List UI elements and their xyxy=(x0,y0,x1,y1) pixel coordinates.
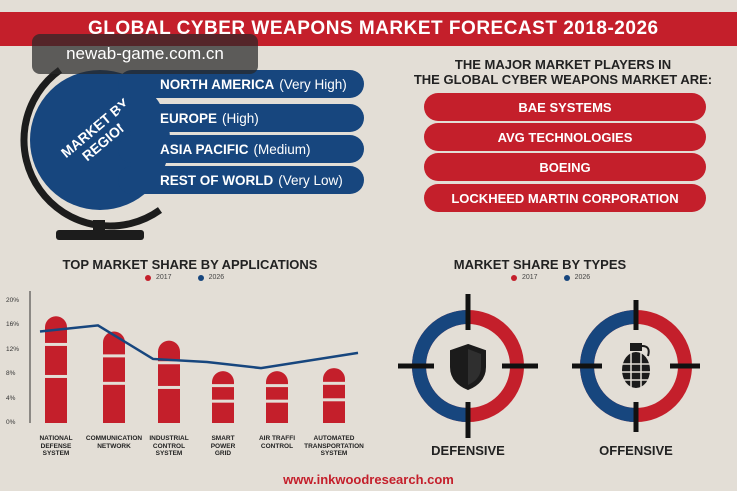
chart-legend: 2017 2026 xyxy=(145,274,224,281)
globe-stand-arc xyxy=(20,67,163,230)
x-category-label: INDUSTRIAL CONTROL SYSTEM xyxy=(149,435,189,457)
types-legend-dot-2026 xyxy=(563,274,570,281)
defensive-ring xyxy=(398,294,538,438)
types-legend-label-2026: 2026 xyxy=(574,274,591,281)
legend-label-2026: 2026 xyxy=(208,274,225,281)
offensive-ring xyxy=(572,300,700,432)
y-tick-label: 4% xyxy=(6,394,16,402)
region-europe: EUROPE (High) xyxy=(118,104,364,132)
region-level: (Very Low) xyxy=(278,172,343,188)
y-tick-label: 8% xyxy=(6,370,16,378)
players-heading: THE MAJOR MARKET PLAYERS IN THE GLOBAL C… xyxy=(404,57,722,87)
y-tick-label: 16% xyxy=(6,321,20,329)
x-category-label: NATIONAL DEFENSE SYSTEM xyxy=(39,435,73,457)
player-lockheed-martin: LOCKHEED MARTIN CORPORATION xyxy=(424,184,706,212)
player-bae-systems: BAE SYSTEMS xyxy=(424,93,706,121)
region-name: ASIA PACIFIC xyxy=(160,141,249,157)
players-heading-line2: THE GLOBAL CYBER WEAPONS MARKET ARE: xyxy=(413,72,713,87)
x-category-label: SMART POWER GRID xyxy=(210,435,236,457)
bar xyxy=(323,368,345,423)
bar xyxy=(212,371,234,423)
types-legend-dot-2017 xyxy=(511,274,517,281)
region-level: (Very High) xyxy=(279,76,347,92)
defensive-label: DEFENSIVE xyxy=(431,443,505,458)
chart-title: TOP MARKET SHARE BY APPLICATIONS xyxy=(62,257,318,272)
region-rest-of-world: REST OF WORLD (Very Low) xyxy=(118,166,364,194)
bar xyxy=(266,371,288,423)
region-name: REST OF WORLD xyxy=(160,172,274,188)
y-tick-label: 0% xyxy=(6,419,16,426)
bar xyxy=(45,316,67,423)
region-name: EUROPE xyxy=(160,110,218,126)
series-line-2026 xyxy=(39,324,359,370)
x-category-label: AUTOMATED TRANSPORTATION SYSTEM xyxy=(304,435,364,457)
bar xyxy=(103,331,125,423)
shield-icon-highlight xyxy=(468,349,481,385)
globe-stand-base xyxy=(56,230,144,240)
types-legend-label-2017: 2017 xyxy=(522,274,538,281)
player-boeing: BOEING xyxy=(424,153,706,181)
y-tick-label: 20% xyxy=(6,297,20,304)
legend-dot-2017 xyxy=(145,274,151,281)
grenade-icon xyxy=(622,343,650,388)
region-name: NORTH AMERICA xyxy=(160,76,275,92)
page-title: GLOBAL CYBER WEAPONS MARKET FORECAST 201… xyxy=(88,18,659,39)
watermark: newab-game.com.cn xyxy=(32,34,258,74)
player-avg-technologies: AVG TECHNOLOGIES xyxy=(424,123,706,151)
x-category-label: AIR TRAFFI CONTROL xyxy=(258,435,296,450)
legend-dot-2026 xyxy=(197,274,204,281)
types-legend: 2017 2026 xyxy=(511,274,590,281)
players-heading-line1: THE MAJOR MARKET PLAYERS IN xyxy=(454,57,672,72)
legend-label-2017: 2017 xyxy=(156,274,172,281)
region-north-america: NORTH AMERICA (Very High) xyxy=(118,70,364,98)
offensive-label: OFFENSIVE xyxy=(599,443,673,458)
x-category-label: COMMUNICATION NETWORK xyxy=(85,435,143,450)
region-level: (High) xyxy=(222,110,259,126)
region-asia-pacific: ASIA PACIFIC (Medium) xyxy=(118,135,364,163)
footer-url: www.inkwoodresearch.com xyxy=(283,472,454,487)
types-heading: MARKET SHARE BY TYPES xyxy=(453,257,627,272)
y-tick-label: 12% xyxy=(6,345,20,353)
region-level: (Medium) xyxy=(253,141,311,157)
